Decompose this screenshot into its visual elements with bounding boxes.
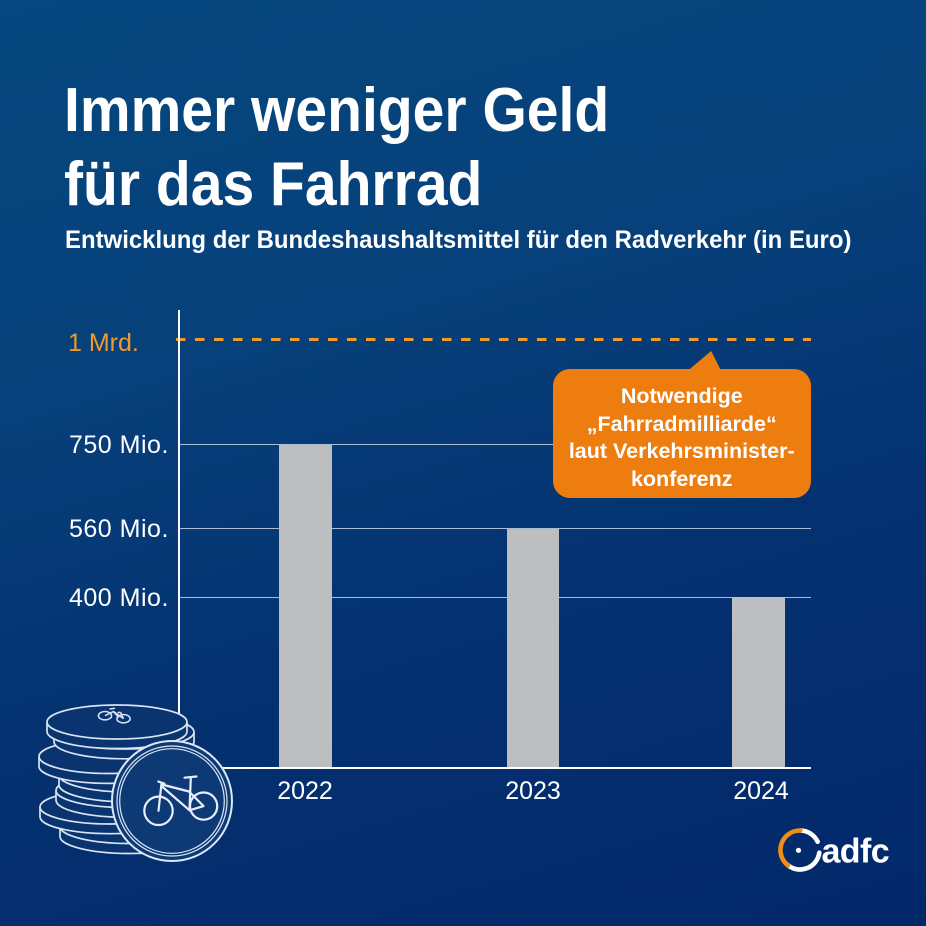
svg-text:adfc: adfc [822, 832, 890, 870]
